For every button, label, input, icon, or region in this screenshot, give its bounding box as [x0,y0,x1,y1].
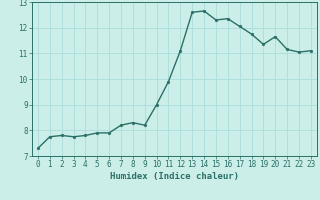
X-axis label: Humidex (Indice chaleur): Humidex (Indice chaleur) [110,172,239,181]
